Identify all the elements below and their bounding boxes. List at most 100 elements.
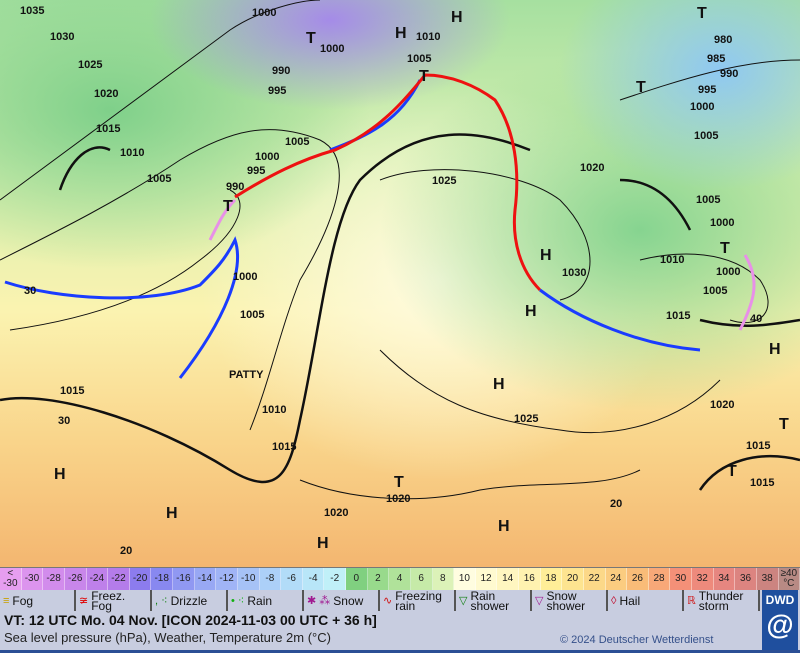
scale-cell: 28 xyxy=(648,568,671,590)
low-pressure-label: T xyxy=(727,463,737,480)
scale-cell: 16 xyxy=(519,568,541,590)
high-pressure-label: H xyxy=(540,247,552,264)
low-pressure-label: T xyxy=(720,240,730,257)
low-pressure-label: T xyxy=(223,198,233,215)
legend-label: Rain xyxy=(247,593,273,608)
isobar xyxy=(0,0,321,201)
copyright: © 2024 Deutscher Wetterdienst xyxy=(560,634,714,646)
isobar-label: 1015 xyxy=(272,441,296,453)
legend-label: Thunder storm xyxy=(698,588,744,613)
legend-item: ≆ Freez. Fog xyxy=(76,588,152,613)
high-pressure-label: H xyxy=(395,25,407,42)
isobar-label: 1020 xyxy=(324,507,348,519)
legend-label: Drizzle xyxy=(170,593,208,608)
isobar xyxy=(379,169,591,301)
isobar xyxy=(699,318,800,327)
temperature-label: 30 xyxy=(58,415,70,427)
isobar-label: 995 xyxy=(698,84,716,96)
spiral-icon: @ xyxy=(766,609,794,640)
isobar-label: 1000 xyxy=(233,271,257,283)
scale-cell: 4 xyxy=(389,568,411,590)
isobar-label: 1005 xyxy=(240,309,264,321)
scale-cell: 18 xyxy=(540,568,563,590)
low-pressure-label: T xyxy=(636,79,646,96)
scale-cell: 24 xyxy=(605,568,628,590)
isobar-label: 1010 xyxy=(660,254,684,266)
occlusion xyxy=(208,198,237,241)
isobar-label: 1020 xyxy=(710,399,734,411)
scale-cell: 6 xyxy=(410,568,433,590)
scale-cell: 36 xyxy=(735,568,757,590)
isobar-label: 1005 xyxy=(694,130,718,142)
legend-label: Fog xyxy=(12,593,34,608)
high-pressure-label: H xyxy=(166,505,178,522)
fog-icon: ≡ xyxy=(3,594,10,607)
scale-cell: -10 xyxy=(237,568,260,590)
scale-cell: 8 xyxy=(432,568,455,590)
high-pressure-label: H xyxy=(317,535,329,552)
low-pressure-label: T xyxy=(697,5,707,22)
isobar-label: 1015 xyxy=(96,123,120,135)
legend-label: Hail xyxy=(619,593,641,608)
isobar xyxy=(0,129,340,431)
scale-cell: -2 xyxy=(324,568,346,590)
isobar-label: 1015 xyxy=(666,310,690,322)
isobar-label: 990 xyxy=(272,65,290,77)
high-pressure-label: H xyxy=(769,341,781,358)
isobar-label: 985 xyxy=(707,53,725,65)
legend-item: ∿ Freezing rain xyxy=(380,590,456,612)
legend-label: Rain shower xyxy=(470,588,510,613)
scale-cell: -8 xyxy=(259,568,282,590)
isobar-label: 1010 xyxy=(262,404,286,416)
isobar-label: 1000 xyxy=(255,151,279,163)
scale-cell: ≥40 °C xyxy=(778,568,800,590)
isobar-label: 1025 xyxy=(432,175,456,187)
snow-shower-icon: ▽ xyxy=(535,594,544,607)
isobar xyxy=(619,178,692,231)
scale-cell: -4 xyxy=(302,568,325,590)
isobar-label: 1025 xyxy=(78,59,102,71)
fronts xyxy=(4,73,756,379)
scale-cell: -12 xyxy=(216,568,238,590)
map-overlay: 1035 1030 1025 1020 1015 1010 1005 1000 1000 990 9… xyxy=(0,0,800,557)
isobar-label: 1005 xyxy=(696,194,720,206)
low-pressure-label: T xyxy=(306,30,316,47)
isobar xyxy=(9,189,241,331)
isobar xyxy=(0,133,531,484)
legend-item: ≡ Fog xyxy=(0,590,76,611)
isobar-label: 1020 xyxy=(94,88,118,100)
scale-cell: 10 xyxy=(454,568,476,590)
isobar-label: 1005 xyxy=(147,173,171,185)
freezing-fog-icon: ≆ xyxy=(79,594,89,607)
cold-front xyxy=(4,236,240,379)
isobar xyxy=(299,469,641,500)
storm-name-label: PATTY xyxy=(229,369,264,381)
legend-label: Snow shower xyxy=(546,588,586,613)
isobar-label: 1000 xyxy=(320,43,344,55)
scale-cell: < -30 xyxy=(0,568,22,590)
legend-label: Freez. Fog xyxy=(91,588,126,613)
scale-cell: -24 xyxy=(86,568,109,590)
legend-item: • ⁖ Rain xyxy=(228,590,304,611)
isobars xyxy=(0,0,800,500)
isobar-label: 1000 xyxy=(716,266,740,278)
high-pressure-label: H xyxy=(54,466,66,483)
isobar-label: 1000 xyxy=(252,7,276,19)
scale-cell: -18 xyxy=(151,568,173,590)
high-pressure-label: H xyxy=(493,376,505,393)
occlusion xyxy=(738,254,756,331)
scale-cell: -26 xyxy=(64,568,87,590)
isobar-label: 1030 xyxy=(50,31,74,43)
temperature-label: 20 xyxy=(610,498,622,510)
thunderstorm-icon: ℝ xyxy=(687,594,696,607)
bottom-border xyxy=(0,650,800,653)
scale-cell: 32 xyxy=(692,568,714,590)
isobar-label: 1005 xyxy=(703,285,727,297)
isobar-label: 1015 xyxy=(750,477,774,489)
map-subtitle: Sea level pressure (hPa), Weather, Tempe… xyxy=(4,630,331,645)
dwd-logo: DWD @ xyxy=(762,590,798,650)
isobar-label: 1035 xyxy=(20,5,44,17)
scale-cell: -6 xyxy=(281,568,303,590)
warm-front xyxy=(234,73,542,292)
isobar-label: 1010 xyxy=(416,31,440,43)
